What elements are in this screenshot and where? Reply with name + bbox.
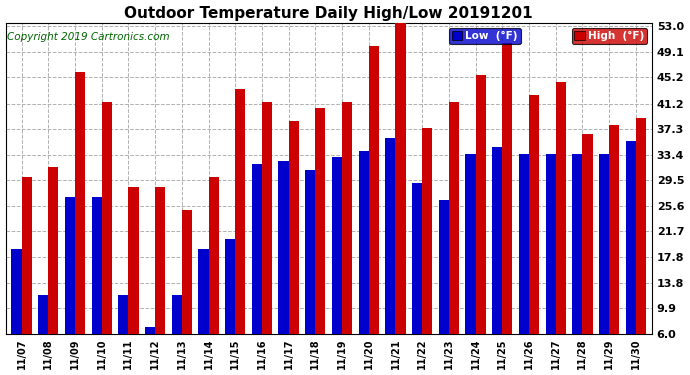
Bar [475, 75, 486, 334]
Legend: High  (°F): High (°F) [571, 28, 647, 44]
Bar [305, 170, 315, 334]
Bar [279, 160, 288, 334]
Bar [555, 82, 566, 334]
Bar [315, 108, 326, 334]
Bar [412, 183, 422, 334]
Bar [92, 196, 101, 334]
Bar [21, 177, 32, 334]
Bar [75, 72, 85, 334]
Bar [546, 154, 555, 334]
Bar [145, 327, 155, 334]
Bar [332, 157, 342, 334]
Bar [288, 121, 299, 334]
Bar [492, 147, 502, 334]
Bar [368, 46, 379, 334]
Bar [252, 164, 262, 334]
Bar [385, 138, 395, 334]
Bar [262, 102, 272, 334]
Bar [181, 210, 192, 334]
Bar [395, 23, 406, 334]
Bar [422, 128, 433, 334]
Text: Copyright 2019 Cartronics.com: Copyright 2019 Cartronics.com [7, 32, 170, 42]
Bar [65, 196, 75, 334]
Bar [101, 102, 112, 334]
Bar [609, 124, 619, 334]
Bar [359, 151, 368, 334]
Bar [155, 187, 166, 334]
Bar [466, 154, 475, 334]
Bar [449, 102, 459, 334]
Bar [529, 95, 539, 334]
Bar [572, 154, 582, 334]
Bar [118, 295, 128, 334]
Bar [208, 177, 219, 334]
Bar [38, 295, 48, 334]
Bar [626, 141, 635, 334]
Bar [172, 295, 181, 334]
Bar [48, 167, 59, 334]
Bar [439, 200, 449, 334]
Bar [502, 43, 513, 334]
Bar [342, 102, 352, 334]
Bar [128, 187, 139, 334]
Bar [225, 239, 235, 334]
Title: Outdoor Temperature Daily High/Low 20191201: Outdoor Temperature Daily High/Low 20191… [124, 6, 533, 21]
Bar [12, 249, 21, 334]
Bar [582, 134, 593, 334]
Bar [519, 154, 529, 334]
Bar [599, 154, 609, 334]
Bar [635, 118, 646, 334]
Bar [235, 88, 246, 334]
Bar [198, 249, 208, 334]
